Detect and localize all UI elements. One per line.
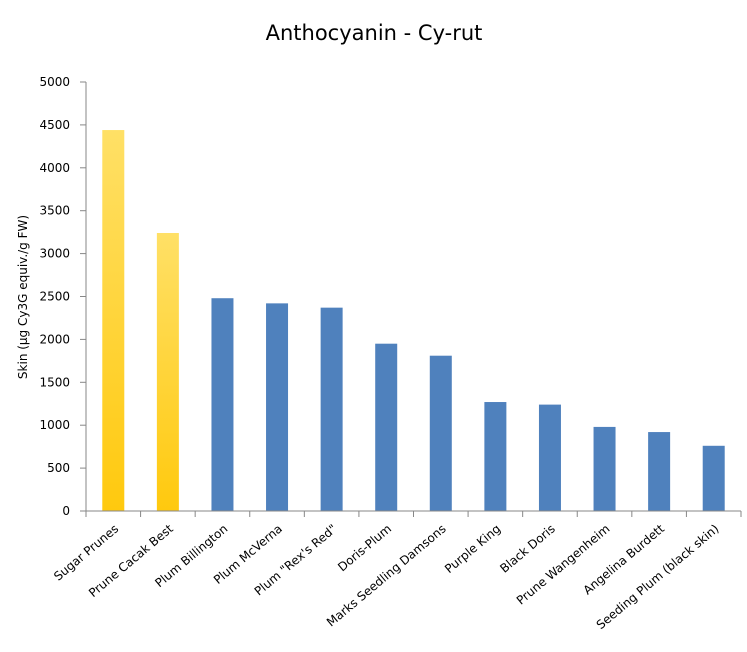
bar [648,432,671,511]
bar [102,130,125,511]
bar [593,426,616,511]
bar [484,402,507,511]
y-tick-label: 2000 [39,332,70,346]
bar [375,343,398,511]
y-tick-label: 1000 [39,418,70,432]
y-tick-label: 0 [62,504,70,518]
chart-title: Anthocyanin - Cy-rut [266,21,483,45]
bar [702,445,725,511]
y-tick-label: 500 [47,461,70,475]
y-tick-label: 3000 [39,247,70,261]
bar [320,307,343,511]
y-axis-ticks: 0 500 1000 1500 2000 2500 3000 3500 4000 4500 5000 [39,75,86,518]
x-tick-label: Prune Wangenheim [514,522,613,608]
bar [156,233,179,511]
y-tick-label: 2500 [39,290,70,304]
bar [211,298,234,511]
bars [102,130,725,511]
y-axis-title: Skin (µg Cy3G equiv./g FW) [16,215,30,379]
y-tick-label: 1500 [39,375,70,389]
y-tick-label: 4500 [39,118,70,132]
x-tick-label: Purple King [442,522,503,577]
bar [266,303,289,511]
bar [429,355,452,511]
y-tick-label: 3500 [39,204,70,218]
y-tick-label: 4000 [39,161,70,175]
bar [538,404,561,511]
y-tick-label: 5000 [39,75,70,89]
